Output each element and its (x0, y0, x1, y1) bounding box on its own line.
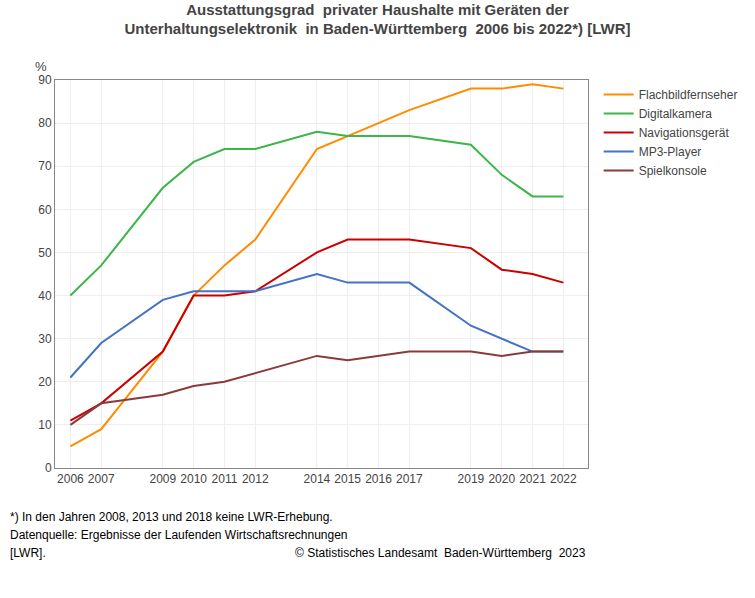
svg-text:2011: 2011 (212, 472, 238, 486)
svg-text:30: 30 (38, 332, 52, 346)
svg-text:2012: 2012 (242, 472, 269, 486)
svg-text:70: 70 (38, 159, 52, 173)
svg-text:0: 0 (45, 461, 52, 475)
svg-text:2007: 2007 (88, 472, 115, 486)
svg-text:[LWR].: [LWR]. (10, 546, 46, 560)
svg-text:40: 40 (38, 289, 52, 303)
svg-text:Datenquelle: Ergebnisse der La: Datenquelle: Ergebnisse der Laufenden Wi… (10, 528, 348, 542)
svg-text:Digitalkamera: Digitalkamera (639, 107, 713, 121)
svg-text:Flachbildfernseher: Flachbildfernseher (639, 88, 738, 102)
svg-text:2022: 2022 (550, 472, 577, 486)
svg-text:Spielkonsole: Spielkonsole (639, 164, 707, 178)
svg-text:90: 90 (38, 73, 52, 87)
svg-text:Ausstattungsgrad privater Hau: Ausstattungsgrad privater Haushalte mit … (125, 1, 631, 38)
svg-text:10: 10 (38, 418, 52, 432)
svg-text:60: 60 (38, 203, 52, 217)
svg-text:2017: 2017 (396, 472, 423, 486)
svg-text:© Statistisches Landesamt Bad: © Statistisches Landesamt Baden-Württemb… (295, 546, 586, 560)
svg-text:2010: 2010 (180, 472, 207, 486)
svg-text:2019: 2019 (458, 472, 485, 486)
svg-text:%: % (35, 59, 47, 74)
svg-text:2021: 2021 (519, 472, 546, 486)
svg-text:2016: 2016 (365, 472, 392, 486)
svg-text:2015: 2015 (334, 472, 361, 486)
svg-text:2009: 2009 (149, 472, 176, 486)
svg-text:Navigationsgerät: Navigationsgerät (639, 126, 730, 140)
svg-text:2014: 2014 (304, 472, 331, 486)
svg-text:2020: 2020 (488, 472, 515, 486)
svg-text:50: 50 (38, 246, 52, 260)
svg-text:2006: 2006 (57, 472, 84, 486)
svg-text:80: 80 (38, 116, 52, 130)
svg-text:MP3-Player: MP3-Player (639, 145, 702, 159)
svg-text:*) In den Jahren 2008, 2013 un: *) In den Jahren 2008, 2013 und 2018 kei… (10, 510, 333, 524)
svg-text:20: 20 (38, 375, 52, 389)
